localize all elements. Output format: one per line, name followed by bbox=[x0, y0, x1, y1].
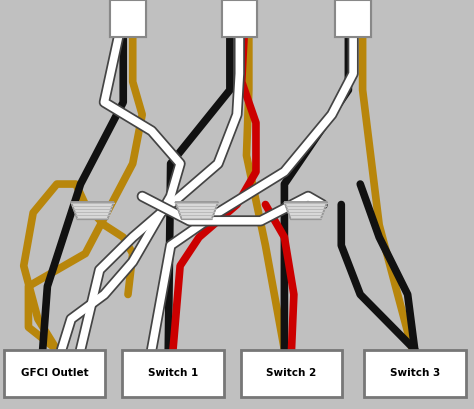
Text: Switch 3: Switch 3 bbox=[390, 368, 440, 378]
FancyBboxPatch shape bbox=[4, 350, 105, 397]
Polygon shape bbox=[284, 202, 327, 219]
Text: GFCI Outlet: GFCI Outlet bbox=[21, 368, 88, 378]
FancyBboxPatch shape bbox=[221, 0, 257, 37]
Polygon shape bbox=[284, 202, 327, 219]
FancyBboxPatch shape bbox=[364, 350, 465, 397]
Polygon shape bbox=[71, 202, 114, 219]
Polygon shape bbox=[71, 202, 114, 219]
FancyBboxPatch shape bbox=[110, 0, 146, 37]
Polygon shape bbox=[175, 202, 218, 219]
Text: Switch 1: Switch 1 bbox=[148, 368, 198, 378]
Text: Switch 2: Switch 2 bbox=[266, 368, 317, 378]
FancyBboxPatch shape bbox=[336, 0, 371, 37]
FancyBboxPatch shape bbox=[110, 0, 146, 37]
FancyBboxPatch shape bbox=[122, 350, 224, 397]
FancyBboxPatch shape bbox=[221, 0, 257, 37]
FancyBboxPatch shape bbox=[240, 350, 342, 397]
Polygon shape bbox=[175, 202, 218, 219]
FancyBboxPatch shape bbox=[336, 0, 371, 37]
